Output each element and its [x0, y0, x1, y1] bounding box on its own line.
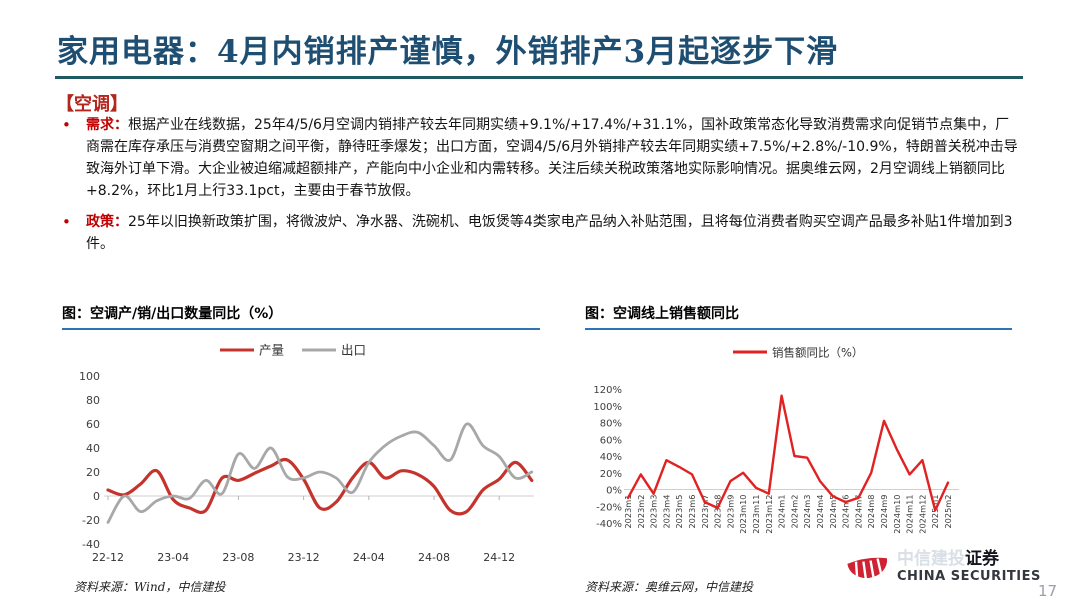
- online-sales-yoy-chart: 销售额同比（%）120%100%80%60%40%20%0%-20%-40% 20…: [593, 346, 959, 534]
- y-tick-label: 0%: [606, 486, 622, 497]
- series-line-0: [626, 394, 950, 512]
- y-tick-label: -40: [82, 538, 100, 551]
- x-tick-label: 2023m11: [751, 495, 761, 534]
- logo-texts: 中信建投证券 CHINA SECURITIES: [897, 549, 1041, 584]
- y-axis-labels: 120% 100% 80% 60% 40% 20% 0% -20% -40%: [593, 385, 622, 530]
- x-tick-label: 2024m8: [866, 495, 876, 529]
- x-tick-label: 22-12: [92, 551, 124, 564]
- y-tick-label: 120%: [593, 385, 622, 396]
- y-tick-label: -40%: [596, 519, 622, 530]
- section-tag: 【空调】: [56, 94, 128, 115]
- x-tick-label: 24-08: [418, 551, 450, 564]
- x-tick-label: 2024m7: [853, 495, 863, 529]
- x-tick-label: 24-12: [483, 551, 515, 564]
- legend-label: 产量: [259, 343, 284, 358]
- y-tick-label: 80: [86, 394, 100, 407]
- legend: 销售额同比（%）: [733, 346, 863, 360]
- x-tick-label: 2024m12: [917, 495, 927, 534]
- x-tick-label: 2023m12: [764, 495, 774, 534]
- x-tick-label: 23-12: [288, 551, 320, 564]
- legend-label: 出口: [341, 343, 366, 358]
- source-note-left: 资料来源：Wind，中信建投: [74, 580, 226, 594]
- x-tick-label: 2024m4: [815, 495, 825, 529]
- x-tick-label: 2024m10: [892, 495, 902, 534]
- logo-cn-faded: 中信建投: [897, 549, 965, 569]
- x-tick-label: 2024m6: [841, 495, 851, 529]
- legend: 产量 出口: [220, 343, 366, 358]
- logo-english-name: CHINA SECURITIES: [897, 569, 1041, 584]
- source-note-right: 资料来源：奥维云网，中信建投: [585, 580, 754, 594]
- x-axis-labels: 2023m1 2023m2 2023m3 2023m4 2023m5 2023m6 2023…: [623, 495, 953, 534]
- china-securities-logo-icon: [847, 557, 888, 581]
- left-chart-title: 图：空调产/销/出口数量同比（%）: [62, 303, 540, 330]
- x-tick-label: 2023m6: [687, 495, 697, 529]
- series-line-1: [106, 422, 534, 524]
- x-tick-label: 2024m3: [802, 495, 812, 529]
- bullet-policy-keyword: 政策：: [86, 214, 128, 230]
- y-tick-label: 60%: [600, 435, 622, 446]
- bullet-demand-text: 根据产业在线数据，25年4/5/6月空调内销排产较去年同期实绩+9.1%/+17…: [86, 117, 1018, 199]
- x-tick-label: 2024m1: [777, 495, 787, 529]
- y-tick-label: -20: [82, 514, 100, 527]
- bullet-policy: 政策：25年以旧换新政策扩围，将微波炉、净水器、洗碗机、电饭煲等4类家电产品纳入…: [62, 211, 1020, 255]
- y-tick-label: 0: [93, 490, 100, 503]
- bullet-policy-text: 25年以旧换新政策扩围，将微波炉、净水器、洗碗机、电饭煲等4类家电产品纳入补贴范…: [86, 214, 1013, 252]
- x-tick-label: 2025m2: [943, 495, 953, 529]
- y-axis-labels: 100 80 60 40 20 0 -20 -40: [79, 370, 100, 551]
- legend-label: 销售额同比（%）: [772, 346, 863, 360]
- x-tick-label: 2023m3: [649, 495, 659, 529]
- y-tick-label: 100: [79, 370, 100, 383]
- page-number: 17: [1038, 582, 1058, 600]
- y-tick-label: 80%: [600, 419, 622, 430]
- x-tick-label: 2024m2: [789, 495, 799, 529]
- y-tick-label: 100%: [593, 402, 622, 413]
- left-chart-block: 图：空调产/销/出口数量同比（%） 产量 出口 100 80 60 40 20 0 -20 -40…: [62, 303, 540, 570]
- china-securities-logo: 中信建投证券 CHINA SECURITIES: [846, 549, 1041, 585]
- right-chart-title: 图：空调线上销售额同比: [585, 303, 1012, 330]
- x-axis-labels: 22-12 23-04 23-08 23-12 24-04 24-08 24-12: [92, 551, 515, 564]
- bullet-demand-keyword: 需求：: [86, 117, 128, 133]
- x-tick-label: 2023m10: [738, 495, 748, 534]
- x-tick-label: 2023m4: [661, 495, 671, 529]
- series-line-0: [106, 457, 534, 516]
- page-title: 家用电器：4月内销排产谨慎，外销排产3月起逐步下滑: [57, 34, 839, 70]
- x-tick-label: 23-08: [222, 551, 254, 564]
- x-tick-label: 2023m2: [636, 495, 646, 529]
- y-tick-label: 40: [86, 442, 100, 455]
- x-tick-label: 2023m1: [623, 495, 633, 529]
- bullet-list: 需求：根据产业在线数据，25年4/5/6月空调内销排产较去年同期实绩+9.1%/…: [62, 114, 1020, 264]
- y-tick-label: 60: [86, 418, 100, 431]
- x-tick-label: 2024m9: [879, 495, 889, 529]
- x-tick-label: 2023m8: [713, 495, 723, 529]
- y-tick-label: 40%: [600, 452, 622, 463]
- x-tick-label: 2024m11: [905, 495, 915, 534]
- y-tick-label: 20%: [600, 469, 622, 480]
- bullet-demand: 需求：根据产业在线数据，25年4/5/6月空调内销排产较去年同期实绩+9.1%/…: [62, 114, 1020, 202]
- y-tick-label: -20%: [596, 502, 622, 513]
- x-tick-label: 2023m5: [674, 495, 684, 529]
- y-tick-label: 20: [86, 466, 100, 479]
- right-chart-block: 图：空调线上销售额同比 销售额同比（%） 120% 100% 80% 60% 40% 20%…: [585, 303, 1012, 570]
- logo-cn-dark: 证券: [965, 549, 999, 569]
- logo-chinese-name: 中信建投证券: [897, 549, 1041, 569]
- x-tick-label: 2023m9: [725, 495, 735, 529]
- x-tick-label: 2023m7: [700, 495, 710, 529]
- x-tick-label: 24-04: [353, 551, 385, 564]
- title-divider: [55, 76, 1023, 79]
- x-tick-label: 23-04: [157, 551, 189, 564]
- x-tick-label: 2024m5: [828, 495, 838, 529]
